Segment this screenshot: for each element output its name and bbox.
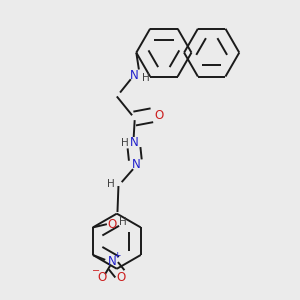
Text: N: N (130, 69, 139, 82)
Text: H: H (107, 179, 115, 189)
Text: O: O (108, 218, 117, 231)
Text: H: H (121, 138, 129, 148)
Text: N: N (132, 158, 141, 171)
Text: H: H (119, 217, 127, 226)
Text: −: − (92, 266, 100, 276)
Text: N: N (107, 255, 116, 268)
Text: O: O (98, 271, 106, 284)
Text: O: O (154, 109, 164, 122)
Text: H: H (142, 73, 149, 83)
Text: N: N (130, 136, 139, 149)
Text: +: + (113, 251, 121, 260)
Text: O: O (117, 271, 126, 284)
